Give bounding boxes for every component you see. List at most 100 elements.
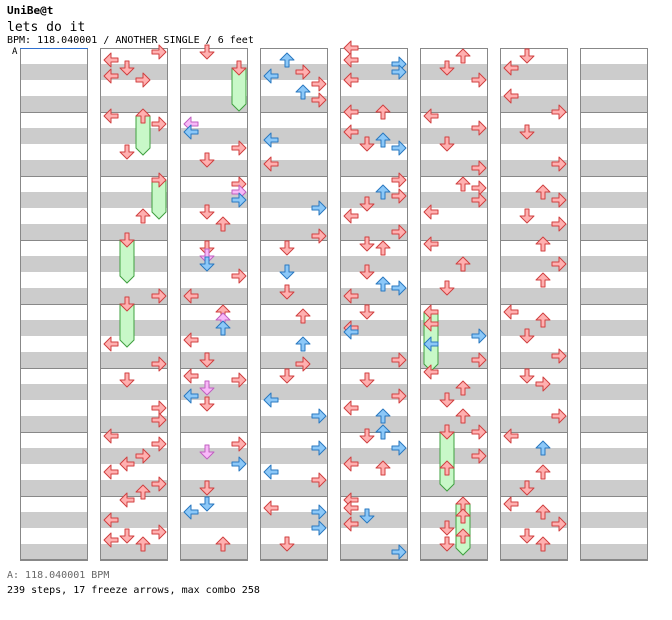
beat-stripe [100,96,168,112]
step-arrow [199,396,215,412]
step-arrow [391,224,407,240]
step-arrow [231,140,247,156]
step-arrow [359,264,375,280]
step-arrow [215,216,231,232]
beat-stripe [420,160,488,176]
beat-stripe [20,480,88,496]
chart-column [20,48,88,561]
step-arrow [535,464,551,480]
beat-stripe [20,544,88,560]
step-arrow [183,388,199,404]
beat-stripe [260,416,328,432]
beat-stripe [580,256,648,272]
beat-stripe [580,288,648,304]
step-arrow [519,528,535,544]
step-arrow [375,184,391,200]
step-arrow [295,336,311,352]
step-arrow [103,336,119,352]
beat-stripe [180,416,248,432]
beat-stripe [20,128,88,144]
beat-stripe [340,448,408,464]
beat-stripe [100,224,168,240]
step-arrow [375,460,391,476]
beat-stripe [260,256,328,272]
step-arrow [183,288,199,304]
beat-stripe [580,96,648,112]
step-arrow [103,512,119,528]
chart-info: BPM: 118.040001 / ANOTHER SINGLE / 6 fee… [7,35,254,46]
step-arrow [311,200,327,216]
step-arrow [439,424,455,440]
step-arrow [199,240,215,256]
beat-stripe [500,160,568,176]
step-arrow [199,248,215,264]
beat-stripe [20,384,88,400]
column-border [260,48,328,560]
chart-column [580,48,648,561]
step-arrow [263,132,279,148]
beat-stripe [420,544,488,560]
beat-stripe [260,96,328,112]
step-arrow [135,72,151,88]
step-arrow [151,436,167,452]
step-arrow [455,176,471,192]
step-arrow [359,196,375,212]
step-arrow [151,116,167,132]
step-arrow [455,508,471,524]
step-arrow [119,528,135,544]
step-arrow [439,520,455,536]
beat-stripe [20,512,88,528]
beat-stripe [500,192,568,208]
beat-stripe [500,416,568,432]
beat-stripe [340,192,408,208]
step-arrow [439,136,455,152]
step-arrow [519,48,535,64]
step-arrow [551,348,567,364]
step-arrow [551,408,567,424]
beat-stripe [20,288,88,304]
step-arrow [311,228,327,244]
beat-stripe [100,192,168,208]
beat-stripe [20,416,88,432]
step-arrow [391,544,407,560]
step-arrow [359,236,375,252]
step-arrow [183,504,199,520]
beat-stripe [500,224,568,240]
beat-stripe [580,480,648,496]
step-arrow [343,288,359,304]
step-arrow [535,236,551,252]
bpm-summary: A: 118.040001 BPM [7,570,110,581]
chart-column [420,48,488,561]
step-chart [20,40,648,561]
step-arrow [199,44,215,60]
beat-stripe [260,544,328,560]
beat-stripe [260,288,328,304]
step-arrow [151,400,167,416]
beat-stripe [420,384,488,400]
step-arrow [279,264,295,280]
beat-stripe [100,384,168,400]
beat-stripe [420,288,488,304]
step-arrow [423,364,439,380]
column-border [500,48,568,560]
step-arrow [151,476,167,492]
beat-stripe [260,192,328,208]
beat-stripe [500,128,568,144]
step-arrow [391,56,407,72]
step-arrow [471,424,487,440]
column-border [420,48,488,560]
beat-stripe [500,448,568,464]
step-arrow [135,536,151,552]
step-arrow [455,496,471,512]
step-arrow [439,280,455,296]
beat-stripe [340,416,408,432]
song-title: lets do it [7,20,86,35]
step-arrow [135,108,151,124]
step-arrow [391,140,407,156]
chart-column [500,48,568,561]
beat-stripe [500,288,568,304]
step-arrow [535,272,551,288]
beat-stripe [580,224,648,240]
beat-stripe [340,352,408,368]
step-arrow [151,524,167,540]
